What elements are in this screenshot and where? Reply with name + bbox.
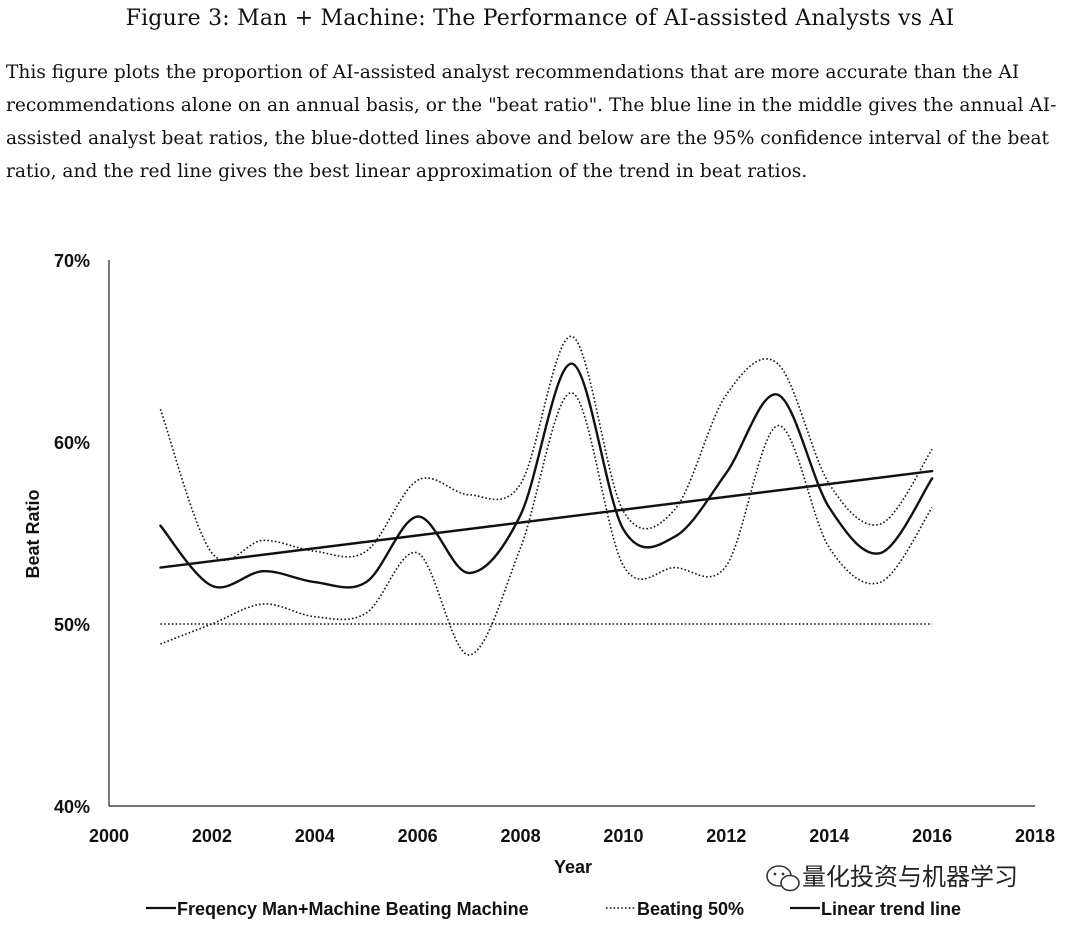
wechat-icon xyxy=(766,865,800,892)
x-tick-label: 2012 xyxy=(706,826,746,846)
y-tick-label: 50% xyxy=(54,615,90,635)
x-tick-label: 2004 xyxy=(295,826,335,846)
series-main-line xyxy=(159,362,934,589)
x-tick-label: 2002 xyxy=(192,826,232,846)
x-tick-label: 2008 xyxy=(501,826,541,846)
x-tick-label: 2016 xyxy=(912,826,952,846)
y-tick-label: 60% xyxy=(54,433,90,453)
watermark-text: 量化投资与机器学习 xyxy=(802,863,1018,891)
axes xyxy=(108,260,1035,807)
x-tick-label: 2000 xyxy=(89,826,129,846)
y-tick-label: 70% xyxy=(54,251,90,271)
watermark: 量化投资与机器学习 xyxy=(766,863,1018,892)
legend-label-reference: Beating 50% xyxy=(637,899,744,919)
series-layer xyxy=(159,335,934,656)
x-tick-label: 2014 xyxy=(809,826,849,846)
x-tick-label: 2018 xyxy=(1015,826,1055,846)
legend-label-main: Freqency Man+Machine Beating Machine xyxy=(177,899,529,919)
figure-title: Figure 3: Man + Machine: The Performance… xyxy=(125,6,955,31)
legend-label-trend: Linear trend line xyxy=(821,899,961,919)
y-tick-label: 40% xyxy=(54,797,90,817)
figure-caption: This figure plots the proportion of AI-a… xyxy=(6,62,1057,182)
y-axis-title: Beat Ratio xyxy=(23,489,43,578)
legend: Freqency Man+Machine Beating Machine Beat… xyxy=(146,899,961,919)
series-trend-line xyxy=(159,469,934,569)
tick-labels: 2000 2002 2004 2006 2008 2010 2012 2014 2016 2018… xyxy=(54,251,1055,846)
x-tick-label: 2006 xyxy=(398,826,438,846)
series-upper-ci-line xyxy=(159,335,933,561)
series-lower-ci-line xyxy=(160,392,933,656)
x-tick-label: 2010 xyxy=(603,826,643,846)
x-axis-title: Year xyxy=(554,857,592,877)
